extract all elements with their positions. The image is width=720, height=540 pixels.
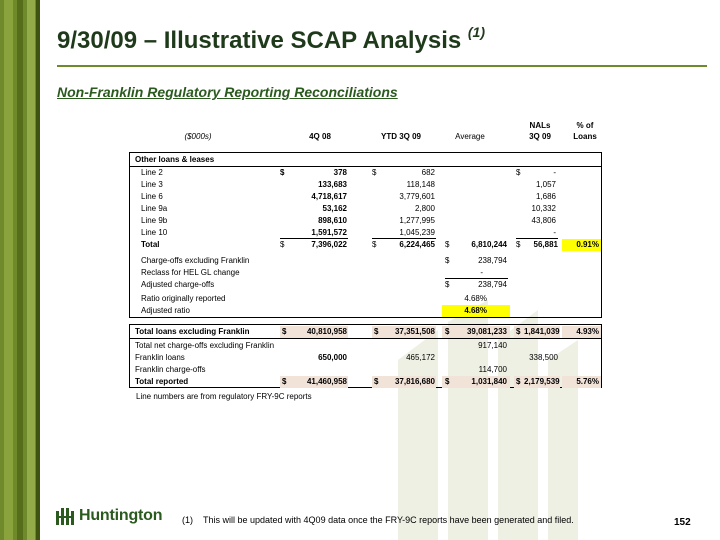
huntington-logo-icon [56,508,74,525]
col-header-ytd: YTD 3Q 09 [380,132,421,141]
huntington-logo: Huntington [55,506,163,526]
table-row-total-excl: Total loans excluding Franklin $ 40,810,… [135,326,601,338]
table-row: Franklin charge-offs 114,700 [135,365,507,374]
title-divider [57,65,707,67]
footnote: (1) This will be updated with 4Q09 data o… [182,515,574,525]
table-row-total-reported: Total reported $ 41,460,958 $ 37,816,680… [135,376,601,388]
table-row: Adjusted charge-offs $ 238,794 [141,280,507,289]
units-label: ($000s) [184,132,212,141]
table-row: Adjusted ratio 4.68% [130,305,601,317]
table-row: Line 9b 898,610 1,277,995 43,806 [141,216,556,225]
table-row: Line 6 4,718,617 3,779,601 1,686 [141,192,556,201]
loans-table-section: Other loans & leases Line 2 $ 378 $ 682 … [129,152,602,318]
table-row: Line 2 $ 378 $ 682 $ - [141,168,556,177]
left-decorative-band [0,0,40,540]
page-subtitle: Non-Franklin Regulatory Reporting Reconc… [57,84,398,100]
source-note: Line numbers are from regulatory FRY-9C … [136,392,312,401]
table-row: Total net charge-offs excluding Franklin… [135,341,507,350]
table-row: Line 3 133,683 118,148 1,057 [141,180,556,189]
section-heading: Other loans & leases [135,155,215,164]
section-heading-row: Other loans & leases [130,154,601,166]
col-header-average: Average [455,132,485,141]
table-row: Franklin loans 650,000 465,172 338,500 [135,353,558,362]
table-row: Ratio originally reported 4.68% [141,294,487,303]
watermark-logo-icon [398,300,578,540]
table-row: Reclass for HEL GL change - [141,268,483,277]
col-header-pct: % of Loans [573,121,597,141]
table-row: Charge-offs excluding Franklin $ 238,794 [141,256,507,265]
logo-text: Huntington [79,507,163,524]
table-row: Line 10 1,591,572 1,045,239 - [141,228,556,237]
col-header-4q08: 4Q 08 [309,132,331,141]
table-row: Line 9a 53,162 2,800 10,332 [141,204,556,213]
page-title: 9/30/09 – Illustrative SCAP Analysis (1) [57,24,486,54]
col-header-nals: NALs 3Q 09 [529,121,551,141]
page-number: 152 [674,517,691,528]
table-row-total: Total $ 7,396,022 $ 6,224,465 $ 6,810,24… [141,239,601,251]
totals-table-section: Total loans excluding Franklin $ 40,810,… [129,324,602,388]
